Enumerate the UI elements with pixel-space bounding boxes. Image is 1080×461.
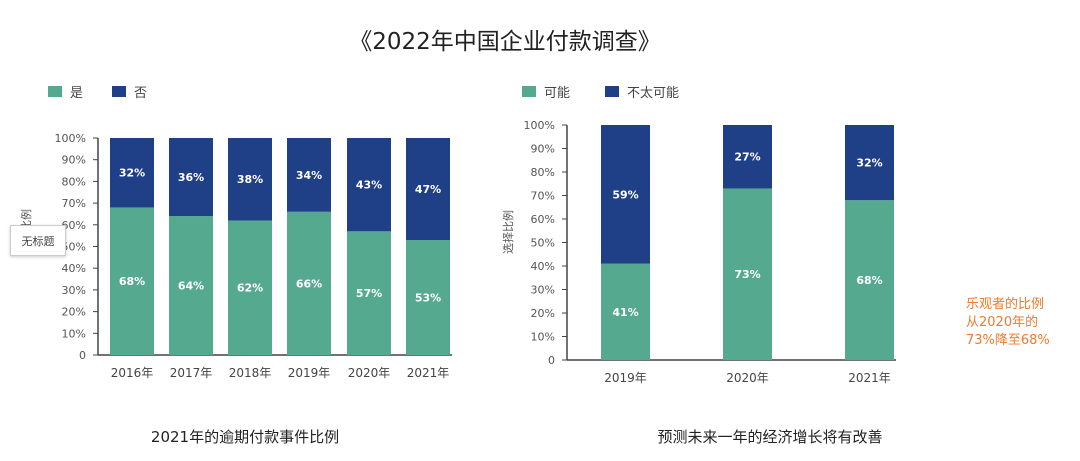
bar-segment: [110, 138, 154, 208]
bar-segment: [845, 125, 894, 201]
y-tick-label: 90%: [62, 154, 86, 167]
legend-label: 是: [70, 86, 83, 101]
data-label: 64%: [178, 280, 204, 293]
bar-segment: [723, 125, 772, 189]
data-label: 27%: [734, 151, 760, 164]
y-tick-label: 60%: [62, 219, 86, 232]
data-label: 62%: [237, 282, 263, 295]
y-tick-label: 0: [548, 354, 555, 367]
legend-label: 可能: [544, 86, 570, 101]
y-tick-label: 100%: [524, 119, 555, 132]
y-tick-label: 30%: [531, 284, 555, 297]
bar-segment: [347, 231, 391, 355]
data-label: 38%: [237, 173, 263, 186]
data-label: 68%: [856, 274, 882, 287]
x-tick-label: 2020年: [348, 366, 391, 380]
data-label: 32%: [856, 157, 882, 170]
x-tick-label: 2019年: [288, 366, 331, 380]
bar-segment: [110, 207, 154, 355]
y-tick-label: 50%: [531, 237, 555, 250]
y-axis-label: 选择比例: [501, 210, 515, 254]
chart-2-caption: 预测未来一年的经济增长将有改善: [657, 428, 883, 446]
data-label: 32%: [119, 167, 145, 180]
y-tick-label: 10%: [531, 331, 555, 344]
annotation: 乐观者的比例 从2020年的 73%降至68%: [966, 296, 1050, 350]
data-label: 36%: [178, 171, 204, 184]
y-tick-label: 50%: [62, 241, 86, 254]
y-tick-label: 70%: [62, 197, 86, 210]
chart-1-caption: 2021年的逾期付款事件比例: [150, 428, 340, 446]
legend-swatch: [48, 86, 62, 97]
data-label: 59%: [612, 188, 638, 201]
bar-segment: [169, 138, 213, 217]
data-label: 57%: [356, 287, 382, 300]
bar-segment: [347, 138, 391, 232]
bar-segment: [406, 138, 450, 240]
x-tick-label: 2016年: [111, 366, 154, 380]
annotation-line: 73%降至68%: [966, 333, 1050, 348]
page-title: 《2022年中国企业付款调查》: [349, 29, 661, 55]
bar-segment: [723, 188, 772, 360]
y-tick-label: 0: [79, 349, 86, 362]
data-label: 73%: [734, 268, 760, 281]
data-label: 41%: [612, 306, 638, 319]
x-tick-label: 2018年: [229, 366, 272, 380]
y-tick-label: 80%: [62, 175, 86, 188]
x-tick-label: 2017年: [170, 366, 213, 380]
annotation-line: 乐观者的比例: [966, 297, 1045, 312]
tooltip: 无标题: [10, 225, 66, 256]
y-tick-label: 10%: [62, 327, 86, 340]
y-tick-label: 60%: [531, 213, 555, 226]
legend-label: 否: [134, 86, 147, 101]
y-tick-label: 40%: [531, 260, 555, 273]
data-label: 66%: [296, 277, 322, 290]
y-tick-label: 100%: [55, 132, 86, 145]
legend-swatch: [605, 86, 619, 97]
x-tick-label: 2020年: [726, 371, 769, 385]
data-label: 68%: [119, 275, 145, 288]
bar-segment: [287, 138, 331, 212]
x-tick-label: 2021年: [407, 366, 450, 380]
legend-swatch: [522, 86, 536, 97]
bar-segment: [169, 216, 213, 355]
legend-swatch: [112, 86, 126, 97]
bar-segment: [228, 220, 272, 355]
bar-segment: [601, 125, 650, 264]
annotation-line: 从2020年的: [966, 315, 1039, 330]
bar-segment: [406, 239, 450, 355]
x-tick-label: 2021年: [848, 371, 891, 385]
y-tick-label: 90%: [531, 143, 555, 156]
y-tick-label: 70%: [531, 190, 555, 203]
y-tick-label: 80%: [531, 166, 555, 179]
data-label: 53%: [415, 291, 441, 304]
data-label: 43%: [356, 179, 382, 192]
data-label: 34%: [296, 169, 322, 182]
data-label: 47%: [415, 183, 441, 196]
legend-label: 不太可能: [627, 86, 679, 101]
y-tick-label: 20%: [531, 307, 555, 320]
bar-segment: [287, 211, 331, 355]
bar-segment: [601, 263, 650, 360]
y-tick-label: 40%: [62, 262, 86, 275]
bar-segment: [228, 138, 272, 221]
bar-segment: [845, 200, 894, 360]
y-tick-label: 20%: [62, 306, 86, 319]
x-tick-label: 2019年: [604, 371, 647, 385]
y-tick-label: 30%: [62, 284, 86, 297]
